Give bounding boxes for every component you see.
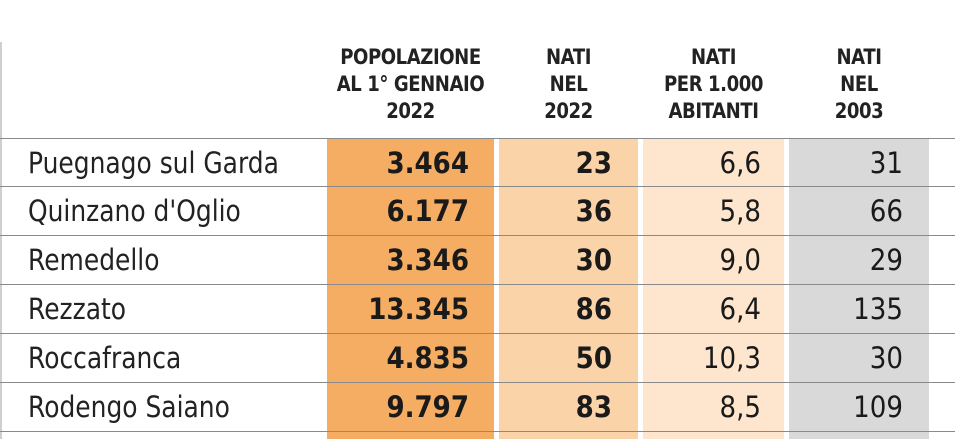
nati-2003-value: 135 [853,292,903,326]
popolazione-column-bg [327,138,494,439]
comune-name: Puegnago sul Garda [28,146,279,180]
header-popolazione-line-2: AL 1° GENNAIO [336,72,485,96]
header-nati-2022-line-1: NATI [545,45,592,69]
header-nati-2003-line-1: NATI [836,45,882,69]
nati-2022-value: 36 [575,194,612,228]
header-nati-2022: NATI NEL 2022 [509,44,629,125]
table-row: Roccafranca 4.835 50 10,3 30 [0,334,955,383]
comune-name: Quinzano d'Oglio [28,194,241,228]
comune-name: Rodengo Saiano [28,390,230,424]
nati-2003-value: 66 [869,194,903,228]
header-nati-per-1000: NATI PER 1.000 ABITANTI [643,44,785,125]
header-nati-2022-line-2: NEL [549,72,588,96]
nati-per-1000-value: 6,6 [719,146,761,180]
nati-per-1000-value: 6,4 [719,292,761,326]
nati-2022-column-bg [499,138,638,439]
table-row: Rodengo Saiano 9.797 83 8,5 109 [0,383,955,432]
nati-per-1000-column-bg [643,138,784,439]
header-nati-2003-line-3: 2003 [834,99,884,123]
header-nati-2003: NATI NEL 2003 [799,44,919,125]
nati-2022-value: 23 [575,146,612,180]
popolazione-value: 6.177 [386,194,469,228]
nati-per-1000-value: 8,5 [719,390,761,424]
header-popolazione-line-3: 2022 [386,99,435,123]
popolazione-value: 3.464 [386,146,469,180]
nati-2003-value: 31 [869,146,903,180]
nati-2022-value: 50 [575,341,612,375]
nati-2003-value: 109 [853,390,903,424]
nati-per-1000-value: 10,3 [702,341,761,375]
header-popolazione: POPOLAZIONE AL 1° GENNAIO 2022 [330,44,491,125]
comune-name: Rezzato [28,292,127,326]
header-nati-2003-line-2: NEL [840,72,878,96]
comune-name: Remedello [28,243,160,277]
header-nati-per-1000-line-2: PER 1.000 [663,72,764,96]
popolazione-value: 9.797 [386,390,469,424]
nati-per-1000-value: 9,0 [719,243,761,277]
nati-2003-column-bg [789,138,929,439]
table-header: POPOLAZIONE AL 1° GENNAIO 2022 NATI NEL … [0,44,955,134]
header-nati-per-1000-line-1: NATI [690,45,737,69]
nati-2022-value: 86 [575,292,612,326]
table-body: Puegnago sul Garda 3.464 23 6,6 31 Quinz… [0,138,955,432]
header-popolazione-line-1: POPOLAZIONE [340,45,481,69]
popolazione-value: 13.345 [368,292,469,326]
popolazione-value: 4.835 [386,341,469,375]
nati-per-1000-value: 5,8 [719,194,761,228]
table-row: Quinzano d'Oglio 6.177 36 5,8 66 [0,187,955,236]
comune-name: Roccafranca [28,341,182,375]
nati-2003-value: 29 [869,243,903,277]
nati-2003-value: 30 [869,341,903,375]
popolazione-value: 3.346 [386,243,469,277]
table-row: Rezzato 13.345 86 6,4 135 [0,285,955,334]
nati-2022-value: 30 [575,243,612,277]
left-divider [0,42,2,439]
nati-2022-value: 83 [575,390,612,424]
table-row: Remedello 3.346 30 9,0 29 [0,236,955,285]
table-row: Puegnago sul Garda 3.464 23 6,6 31 [0,138,955,187]
header-nati-2022-line-3: 2022 [544,99,593,123]
header-nati-per-1000-line-3: ABITANTI [668,99,759,123]
